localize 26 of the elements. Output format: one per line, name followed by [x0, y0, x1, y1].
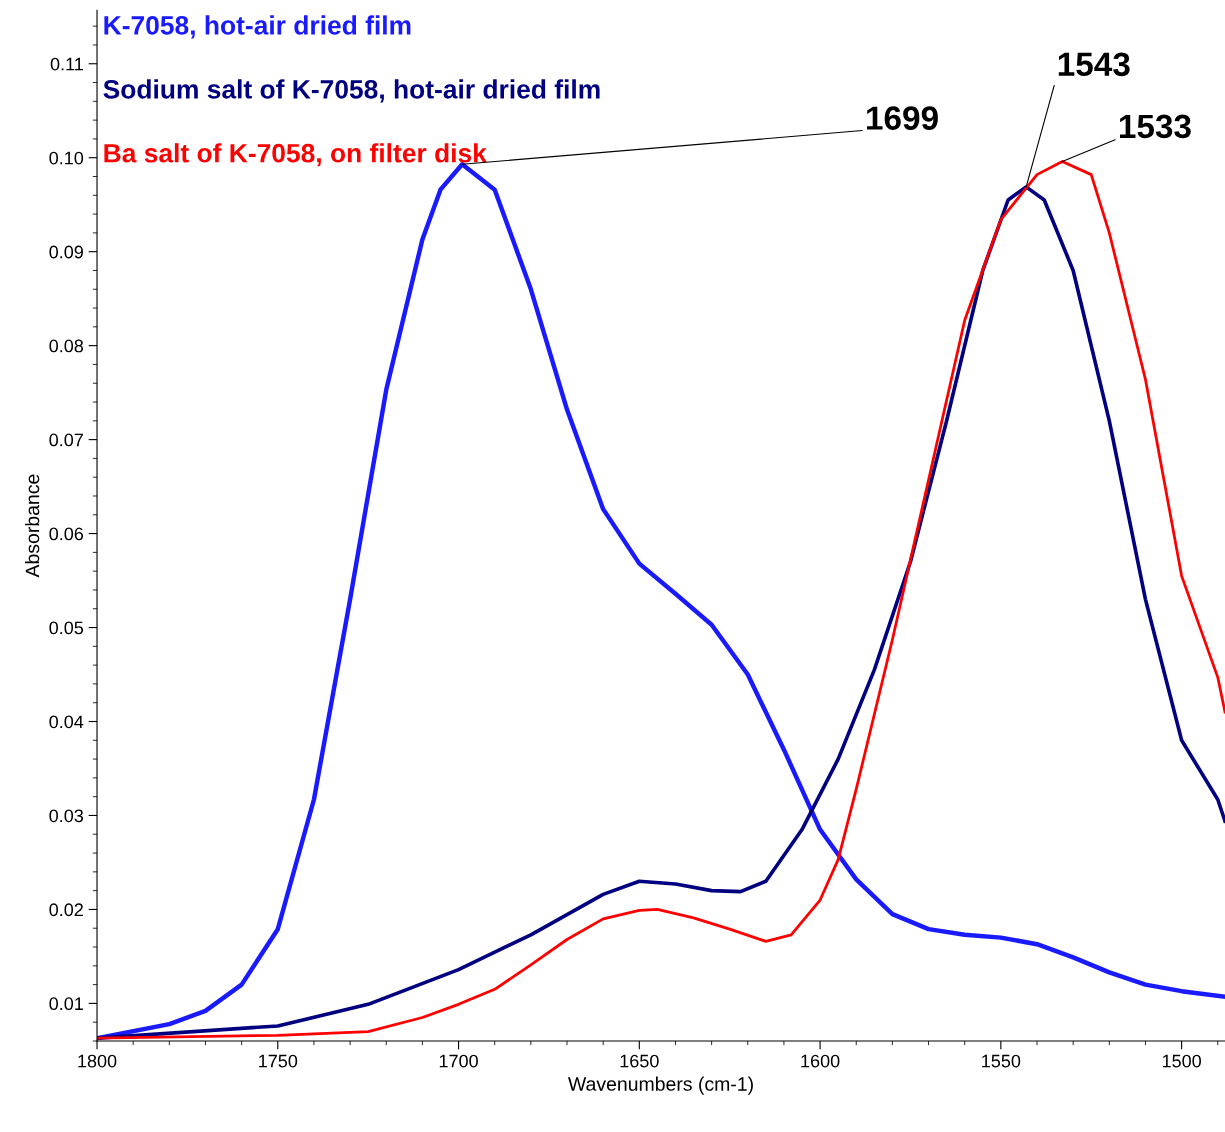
y-tick-label: 0.04	[49, 715, 84, 729]
y-tick-label: 0.09	[49, 245, 83, 259]
y-tick-label: 0.06	[49, 527, 84, 541]
x-axis-title: Wavenumbers (cm-1)	[568, 1076, 753, 1095]
annotation: 1533	[1119, 114, 1191, 139]
x-tick-label: 1600	[801, 1054, 840, 1068]
y-tick-label: 0.03	[49, 809, 84, 823]
text: Ba salt of K-7058, on filter disk	[104, 143, 487, 167]
x-tick-label: 1800	[78, 1054, 117, 1068]
y-tick-label: 0.08	[49, 339, 84, 353]
x-tick-label: 1650	[620, 1054, 659, 1068]
text: K-7058, hot-air dried film	[104, 15, 411, 39]
annotation: 1699	[867, 106, 938, 130]
y-tick-label: 0.05	[49, 621, 84, 635]
y-tick-label: 0.11	[50, 57, 83, 71]
y-tick-label: 0.10	[49, 151, 84, 165]
text: Sodium salt of K-7058, hot-air dried film	[103, 79, 600, 103]
y-tick-label: 0.01	[49, 997, 83, 1011]
x-tick-label: 1500	[1162, 1054, 1201, 1068]
y-tick-label: 0.02	[49, 903, 83, 917]
x-tick-label: 1750	[259, 1054, 298, 1068]
x-tick-label: 1550	[982, 1054, 1021, 1068]
x-tick-label: 1700	[439, 1054, 478, 1068]
annotation: 1543	[1058, 52, 1130, 77]
y-axis-title: Absorbance	[25, 474, 40, 578]
y-tick-label: 0.07	[49, 433, 83, 447]
